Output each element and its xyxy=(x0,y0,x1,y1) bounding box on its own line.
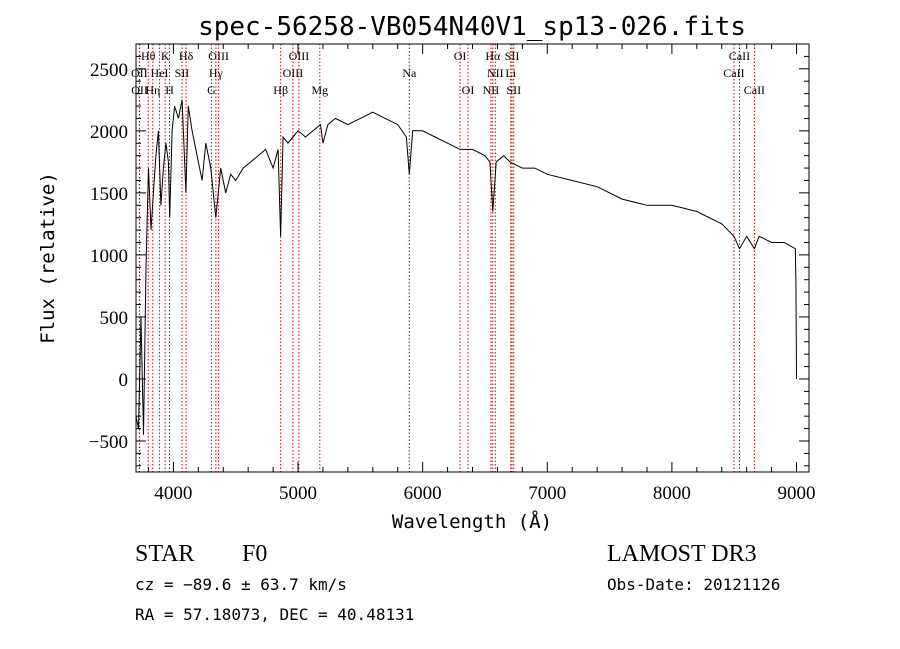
x-tick-label: 8000 xyxy=(653,483,691,504)
spectral-line-label: Hγ xyxy=(209,66,224,80)
spectral-line-label: CaII xyxy=(744,83,765,97)
spectral-line-label: SII xyxy=(505,49,520,63)
spectral-line-label: Hδ xyxy=(179,49,194,63)
x-tick-label: 6000 xyxy=(404,483,442,504)
spectral-line-label: Na xyxy=(402,66,417,80)
spectrum-line xyxy=(135,99,797,435)
x-tick-label: 5000 xyxy=(279,483,317,504)
spectral-line-label: Li xyxy=(505,66,516,80)
y-tick-label: 1000 xyxy=(90,246,128,267)
spectral-line-label: Hα xyxy=(485,49,501,63)
spectral-line-label: NII xyxy=(483,83,500,97)
coords-text: RA = 57.18073, DEC = 40.48131 xyxy=(135,605,414,624)
spectral-line-label: Hβ xyxy=(273,83,288,97)
spectral-line-label: OI xyxy=(462,83,475,97)
spectral-line-label: Mg xyxy=(311,83,328,97)
x-tick-label: 4000 xyxy=(154,483,192,504)
spectral-line-label: OII xyxy=(131,83,148,97)
y-tick-label: −500 xyxy=(89,432,128,453)
spectral-line-label: CaII xyxy=(729,49,750,63)
x-tick-label: 7000 xyxy=(528,483,566,504)
spectral-line-label: NII xyxy=(487,66,504,80)
spectral-line-label: SII xyxy=(175,66,190,80)
spectral-line-label: OI xyxy=(454,49,467,63)
spectral-line-label: G xyxy=(207,83,216,97)
axis-ticks: 4000 5000 6000 7000 8000 9000 −500 0 500 1000 1500… xyxy=(89,43,816,504)
spectral-line-label: H xyxy=(165,83,174,97)
spectral-line-label: HeI xyxy=(151,66,169,80)
spectral-line-label: CaII xyxy=(723,66,744,80)
spectral-line-label: Hη xyxy=(145,83,160,97)
spectral-line-label: OIII xyxy=(289,49,310,63)
redshift-text: cz = −89.6 ± 63.7 km/s xyxy=(135,575,347,594)
plot-frame xyxy=(135,43,810,473)
spectral-line-label: SII xyxy=(506,83,521,97)
x-tick-label: 9000 xyxy=(778,483,816,504)
chart-title: spec-56258-VB054N40V1_sp13-026.fits xyxy=(198,12,746,42)
spectral-line-label: Hθ xyxy=(141,49,156,63)
object-class: STAR xyxy=(135,541,194,567)
y-tick-label: 500 xyxy=(100,308,129,329)
obs-date-text: Obs-Date: 20121126 xyxy=(607,575,780,594)
spectral-line-label: OIII xyxy=(283,66,304,80)
survey-name: LAMOST DR3 xyxy=(607,541,757,567)
x-axis-label: Wavelength (Å) xyxy=(392,510,552,533)
y-tick-label: 2000 xyxy=(90,122,128,143)
spectral-subclass: F0 xyxy=(242,541,267,567)
y-tick-label: 1500 xyxy=(90,184,128,205)
y-tick-label: 0 xyxy=(119,370,129,391)
spectral-line-label: K xyxy=(161,49,170,63)
y-tick-label: 2500 xyxy=(90,60,128,81)
spectral-line-label: OIII xyxy=(208,49,229,63)
y-axis-label: Flux (relative) xyxy=(37,172,59,344)
